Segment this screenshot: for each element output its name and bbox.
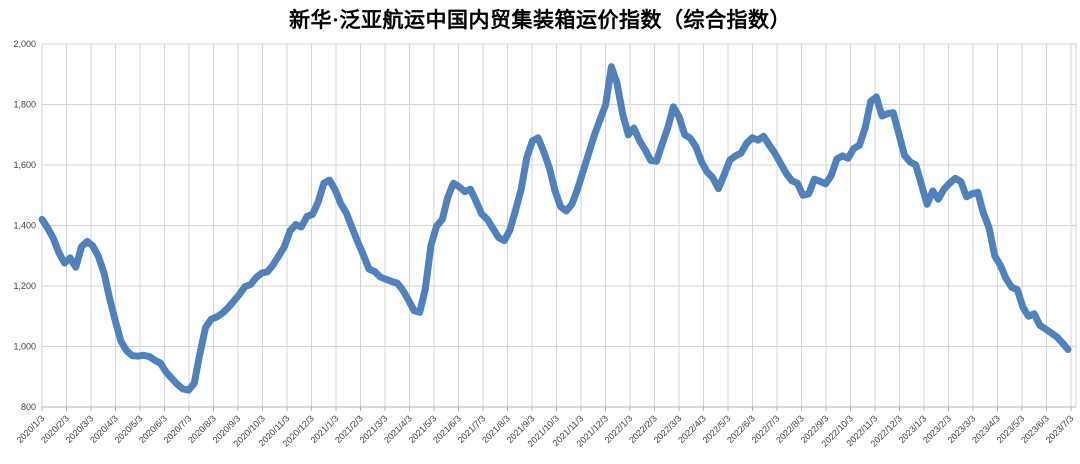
y-tick-label: 1,400 [13, 221, 36, 231]
y-tick-label: 1,000 [13, 342, 36, 352]
y-tick-label: 800 [21, 402, 36, 412]
y-tick-label: 1,200 [13, 281, 36, 291]
y-tick-label: 1,600 [13, 160, 36, 170]
index-series-line [38, 63, 1072, 394]
y-tick-label: 2,000 [13, 39, 36, 49]
y-tick-label: 1,800 [13, 100, 36, 110]
chart-title: 新华·泛亚航运中国内贸集装箱运价指数（综合指数） [288, 8, 791, 32]
